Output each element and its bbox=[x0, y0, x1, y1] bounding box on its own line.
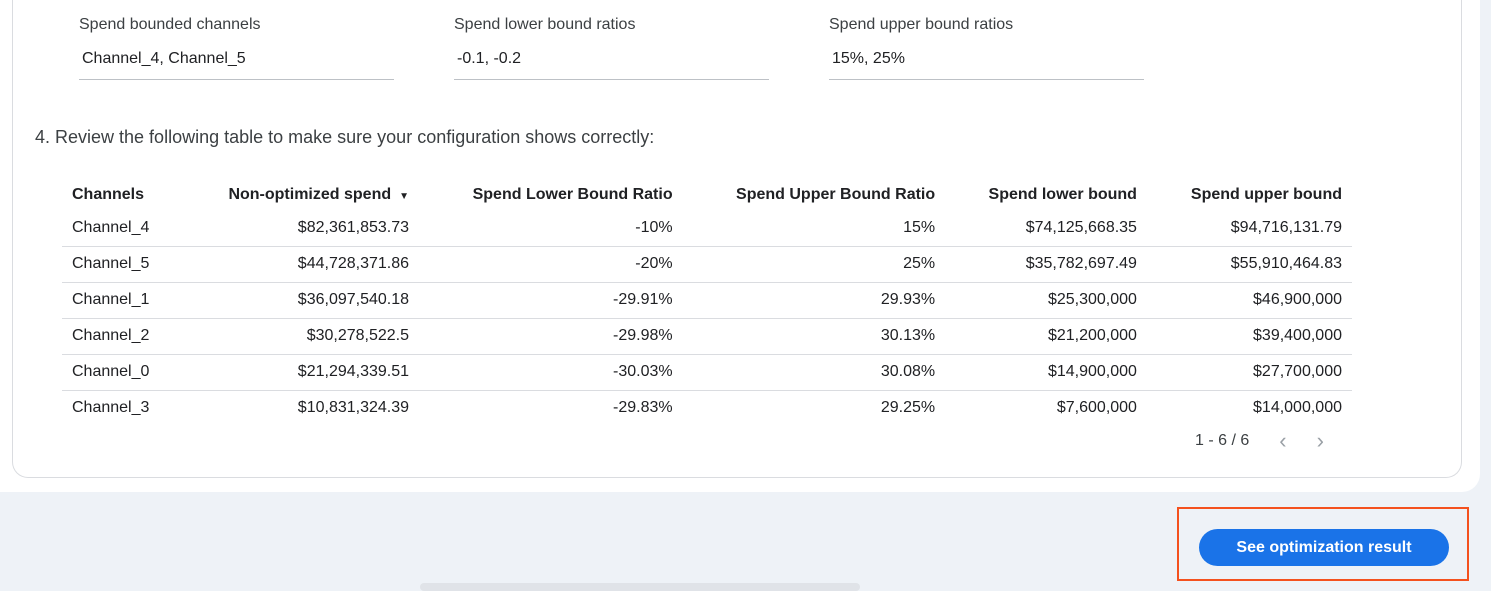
table-cell: $10,831,324.39 bbox=[297, 399, 410, 417]
table-cell: $74,125,668.35 bbox=[945, 210, 1147, 247]
table-cell: 30.08% bbox=[682, 354, 946, 391]
table-cell: $35,782,697.49 bbox=[945, 246, 1147, 283]
table-cell: -29.83% bbox=[613, 399, 673, 417]
table-cell: 25% bbox=[682, 246, 946, 283]
spend-bounded-channels-input[interactable]: Channel_4, Channel_5 bbox=[79, 50, 394, 80]
table-cell: $14,900,000 bbox=[945, 354, 1147, 391]
config-table: Channels Non-optimized spend ▼ Spend Lowe… bbox=[62, 180, 1352, 426]
chevron-right-icon[interactable]: › bbox=[1316, 428, 1324, 453]
col-header-lower-bound[interactable]: Spend lower bound bbox=[988, 186, 1137, 203]
sort-desc-icon: ▼ bbox=[399, 191, 410, 202]
see-optimization-result-button[interactable]: See optimization result bbox=[1199, 529, 1449, 566]
table-cell: $7,600,000 bbox=[1056, 399, 1137, 417]
header-label: Non-optimized spend bbox=[228, 186, 392, 203]
col-header-channels[interactable]: Channels bbox=[72, 186, 145, 203]
table-cell: -20% bbox=[419, 246, 683, 283]
table-row: Channel_1 $36,097,540.18 -29.91% 29.93% $25,… bbox=[62, 282, 1352, 319]
highlight-box bbox=[1177, 507, 1469, 581]
table-cell: Channel_1 bbox=[62, 282, 179, 319]
table-cell: -30.03% bbox=[419, 354, 683, 391]
pagination: 1 - 6 / 6 ‹ › bbox=[1195, 428, 1324, 454]
col-header-lower-ratio[interactable]: Spend Lower Bound Ratio bbox=[472, 186, 673, 203]
table-cell: Channel_4 bbox=[62, 210, 179, 247]
table-cell: $44,728,371.86 bbox=[178, 246, 420, 283]
table-cell: $55,910,464.83 bbox=[1146, 246, 1352, 283]
table-cell: $94,716,131.79 bbox=[1146, 210, 1352, 247]
table-cell: 29.25% bbox=[880, 399, 936, 417]
table-row: Channel_2 $30,278,522.5 -29.98% 30.13% $21,2… bbox=[62, 318, 1352, 355]
page-range: 1 - 6 / 6 bbox=[1195, 432, 1250, 449]
field-label: Spend lower bound ratios bbox=[454, 16, 636, 33]
table-cell: 15% bbox=[682, 210, 946, 247]
spend-upper-bound-ratios-field[interactable]: Spend upper bound ratios 15%, 25% bbox=[829, 16, 1144, 80]
col-header-non-optimized-spend[interactable]: Non-optimized spend ▼ bbox=[179, 180, 419, 210]
spend-bounded-channels-field[interactable]: Spend bounded channels Channel_4, Channe… bbox=[79, 16, 394, 80]
table-cell: $21,294,339.51 bbox=[178, 354, 420, 391]
table-cell: $27,700,000 bbox=[1146, 354, 1352, 391]
spend-lower-bound-ratios-field[interactable]: Spend lower bound ratios -0.1, -0.2 bbox=[454, 16, 769, 80]
table-cell: Channel_0 bbox=[62, 354, 179, 391]
table-cell: -29.98% bbox=[419, 318, 683, 355]
table-cell: Channel_3 bbox=[72, 399, 150, 417]
table-row: Channel_3 $10,831,324.39 -29.83% 29.25% $7,6… bbox=[62, 390, 1352, 426]
table-cell: $25,300,000 bbox=[945, 282, 1147, 319]
table-row: Channel_0 $21,294,339.51 -30.03% 30.08% $14,… bbox=[62, 354, 1352, 391]
bottom-bar bbox=[420, 583, 860, 591]
table-row: Channel_4 $82,361,853.73 -10% 15% $74,125,66… bbox=[62, 210, 1352, 247]
table-cell: 30.13% bbox=[682, 318, 946, 355]
table-cell: $39,400,000 bbox=[1146, 318, 1352, 355]
field-label: Spend upper bound ratios bbox=[829, 16, 1014, 33]
table-row: Channel_5 $44,728,371.86 -20% 25% $35,782,69… bbox=[62, 246, 1352, 283]
table-cell: -29.91% bbox=[419, 282, 683, 319]
table-cell: -10% bbox=[419, 210, 683, 247]
col-header-upper-bound[interactable]: Spend upper bound bbox=[1190, 186, 1342, 203]
table-cell: 29.93% bbox=[682, 282, 946, 319]
col-header-upper-ratio[interactable]: Spend Upper Bound Ratio bbox=[736, 186, 936, 203]
table-cell: $36,097,540.18 bbox=[178, 282, 420, 319]
table-cell: Channel_5 bbox=[62, 246, 179, 283]
chevron-left-icon[interactable]: ‹ bbox=[1279, 428, 1287, 453]
field-label: Spend bounded channels bbox=[79, 16, 261, 33]
table-cell: Channel_2 bbox=[62, 318, 179, 355]
table-header-row: Channels Non-optimized spend ▼ Spend Lowe… bbox=[62, 180, 1352, 210]
table-cell: $46,900,000 bbox=[1146, 282, 1352, 319]
table-cell: $30,278,522.5 bbox=[178, 318, 420, 355]
table-cell: $21,200,000 bbox=[945, 318, 1147, 355]
table-cell: $82,361,853.73 bbox=[178, 210, 420, 247]
spend-lower-bound-ratios-input[interactable]: -0.1, -0.2 bbox=[454, 50, 769, 80]
step-instruction: 4. Review the following table to make su… bbox=[35, 127, 655, 147]
table-cell: $14,000,000 bbox=[1253, 399, 1342, 417]
spend-upper-bound-ratios-input[interactable]: 15%, 25% bbox=[829, 50, 1144, 80]
